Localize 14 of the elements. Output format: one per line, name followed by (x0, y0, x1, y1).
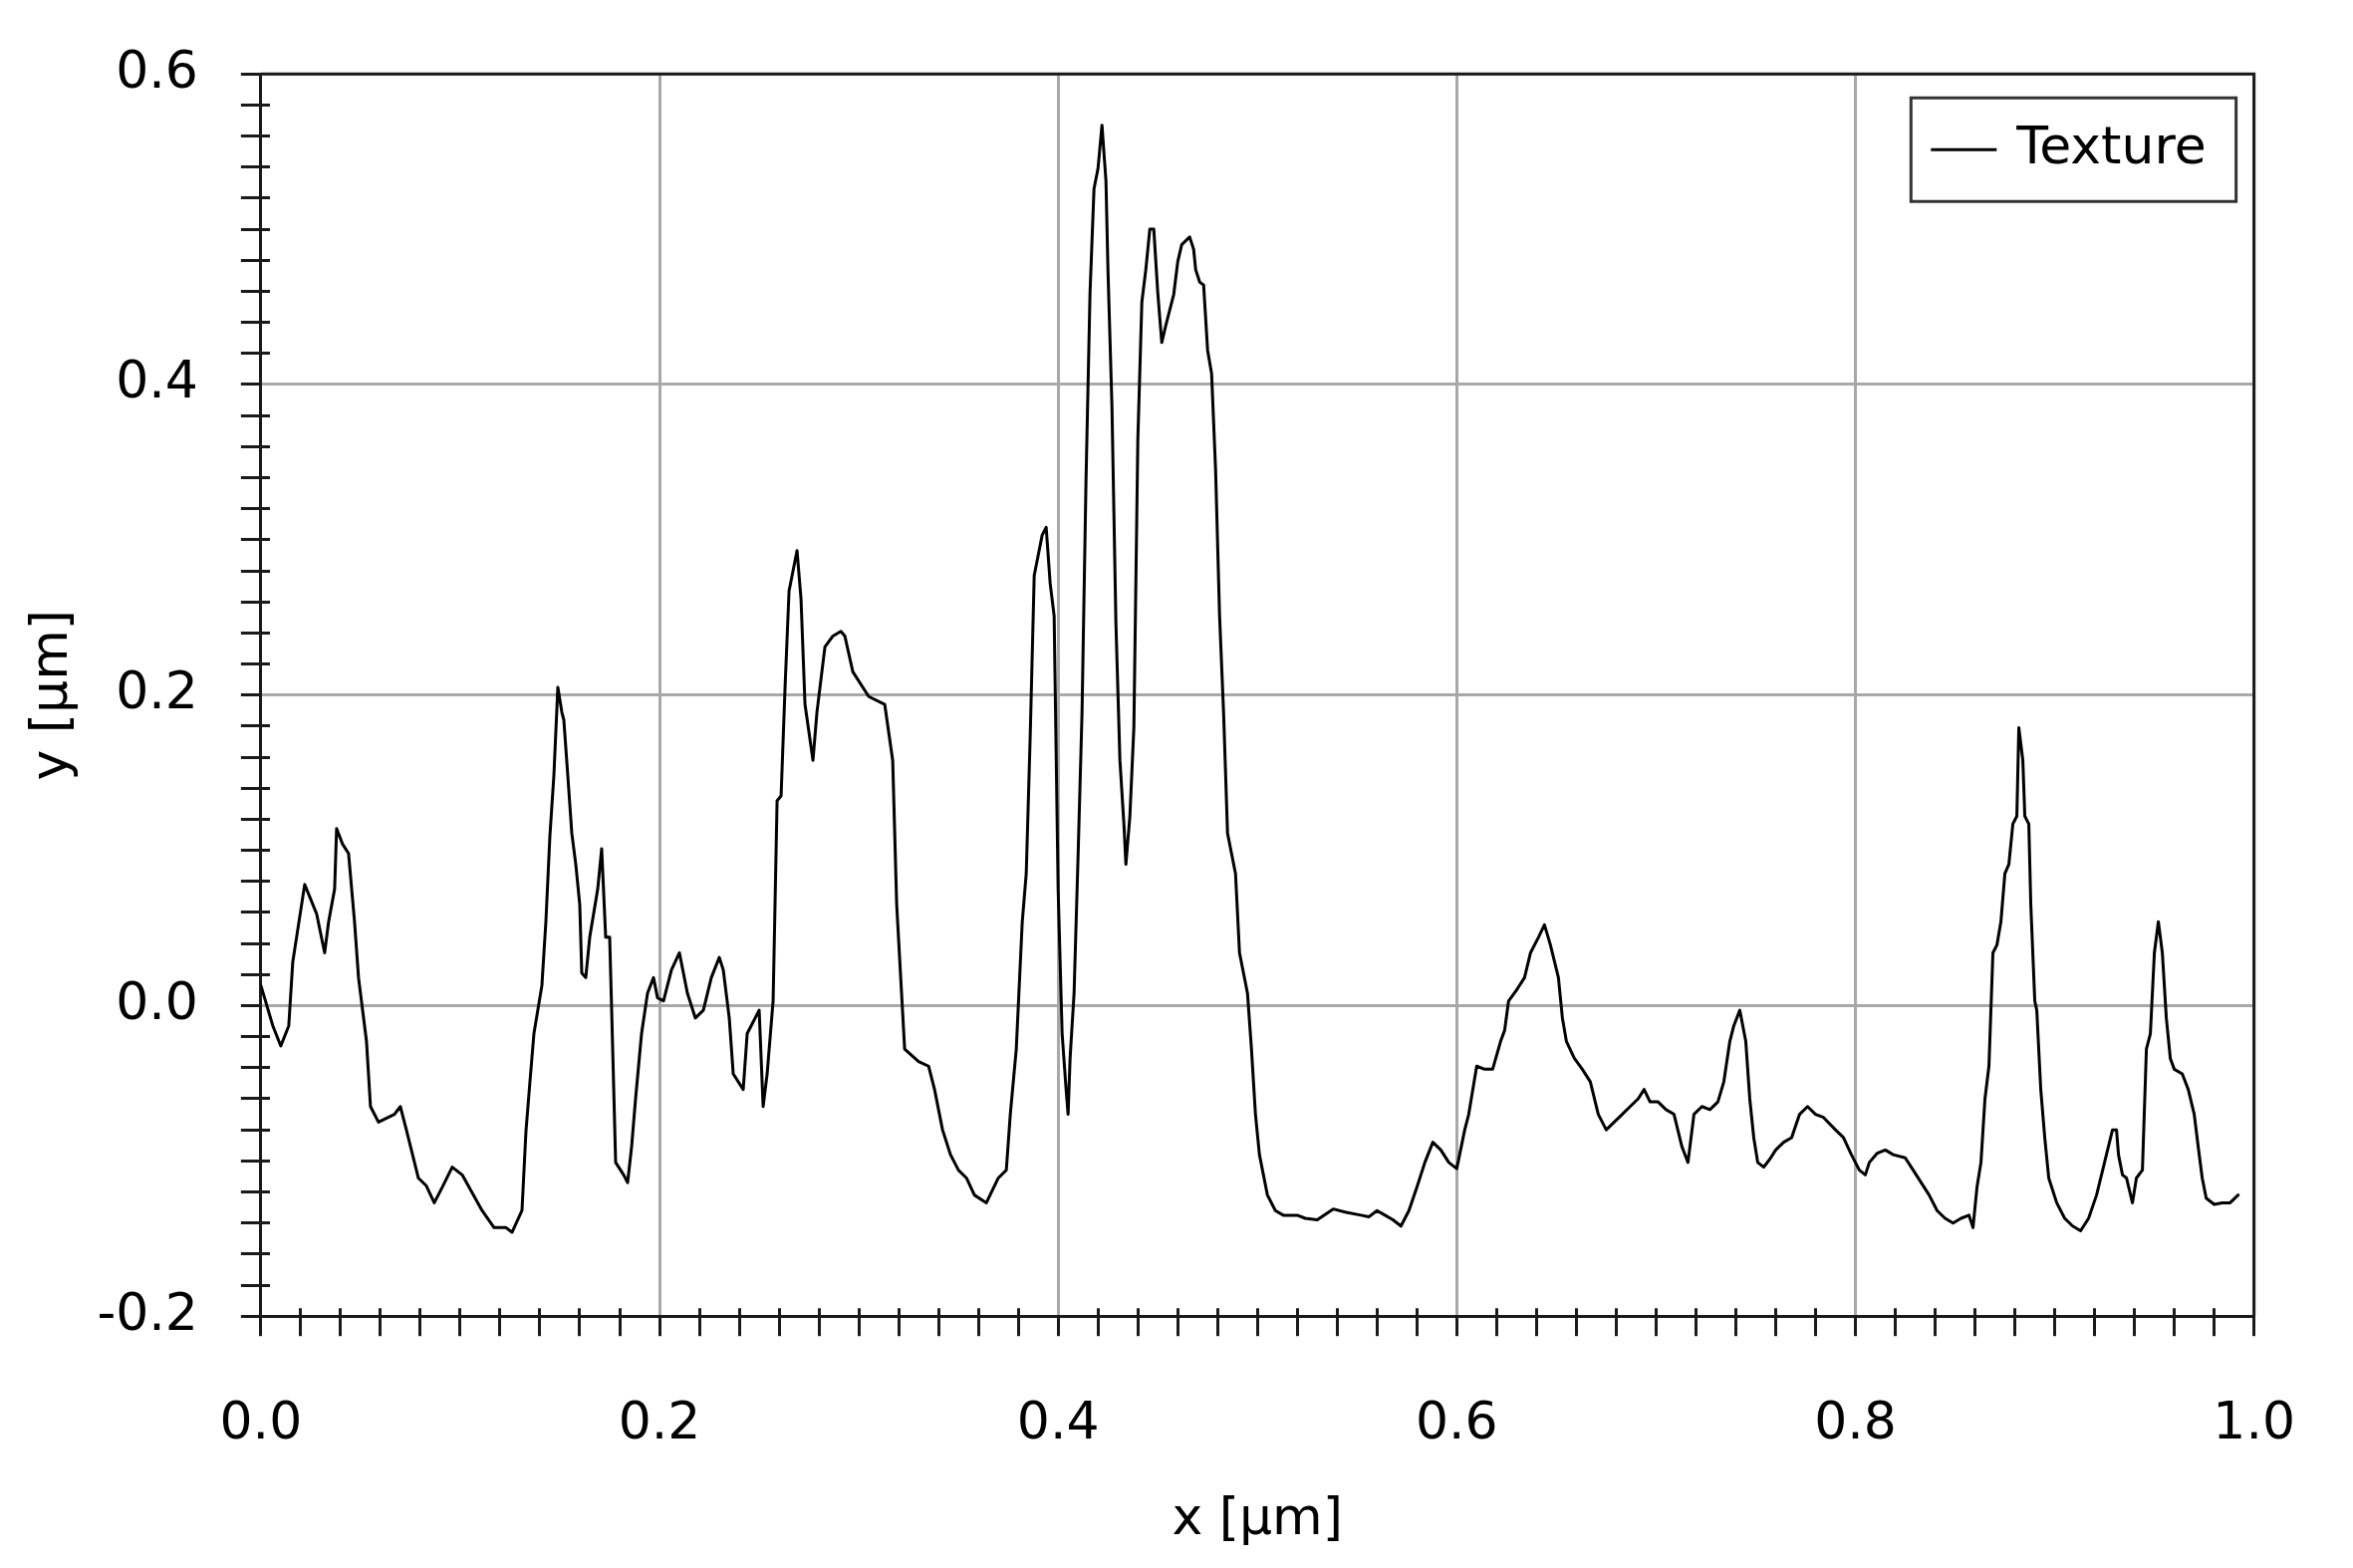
y-tick-label: 0.6 (116, 39, 198, 100)
y-tick-label: 0.2 (116, 660, 198, 721)
x-axis-title: x [µm] (1172, 1486, 1344, 1547)
x-tick-label: 0.4 (1016, 1390, 1100, 1450)
x-tick-label: 0.2 (618, 1390, 701, 1450)
y-tick-label: 0.4 (116, 350, 198, 410)
y-axis-title: y [µm] (18, 609, 79, 781)
x-tick-label: 1.0 (2213, 1390, 2295, 1450)
y-tick-label: 0.0 (116, 970, 198, 1031)
y-tick-label: -0.2 (97, 1281, 198, 1342)
x-tick-label: 0.6 (1415, 1390, 1498, 1450)
x-tick-label: 0.8 (1814, 1390, 1897, 1450)
legend-label: Texture (2015, 115, 2207, 175)
x-tick-label: 0.0 (219, 1390, 303, 1450)
